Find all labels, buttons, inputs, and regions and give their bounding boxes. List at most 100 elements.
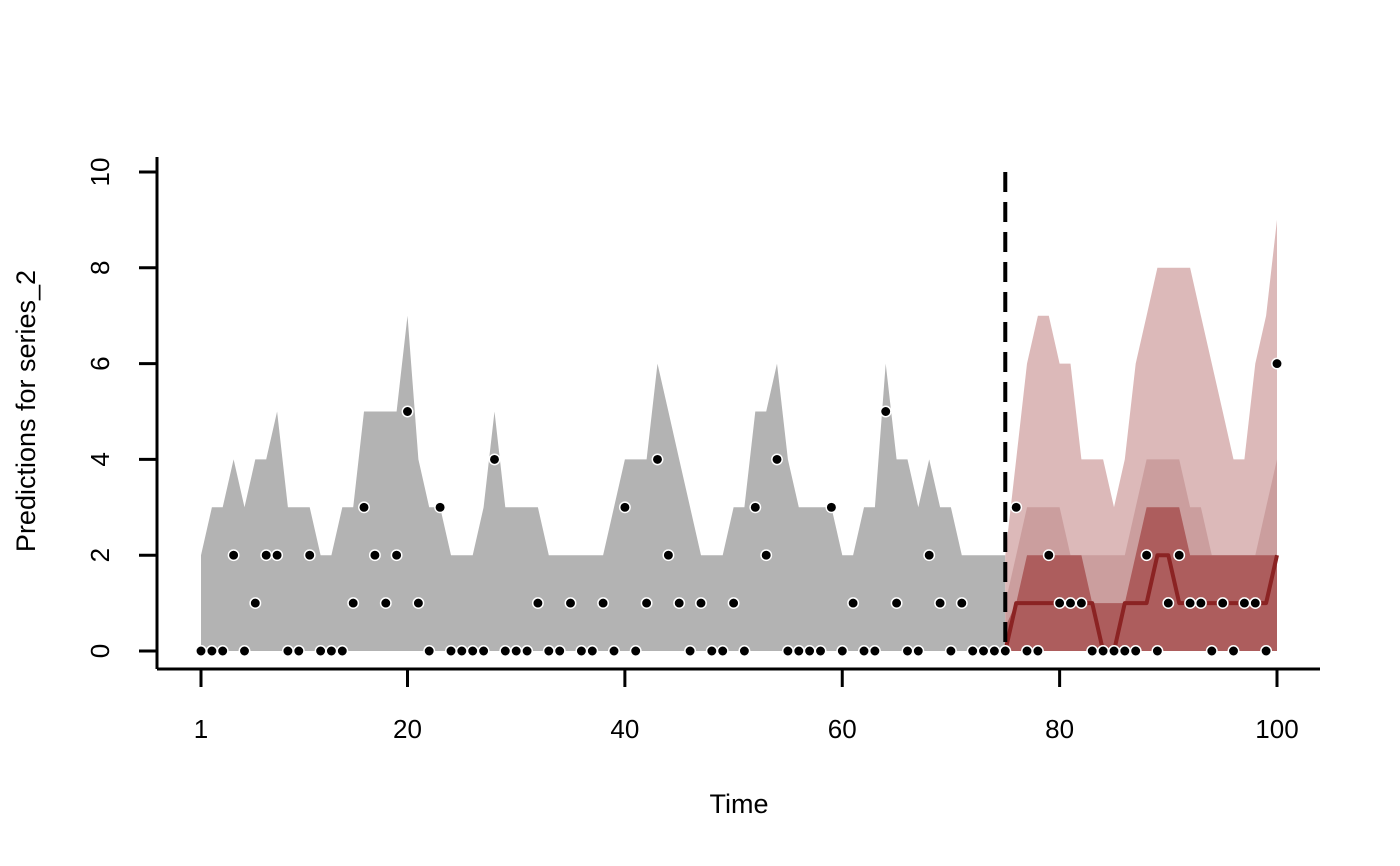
x-axis-title: Time <box>710 789 769 819</box>
observed-point <box>379 597 392 610</box>
observed-point <box>944 645 957 657</box>
x-tick-label: 80 <box>1045 714 1074 744</box>
observed-point <box>531 597 544 610</box>
observed-point <box>249 597 262 610</box>
forecast-band-inner <box>1005 507 1277 651</box>
x-tick-label: 40 <box>610 714 639 744</box>
observed-point <box>205 645 218 657</box>
observed-point <box>260 549 273 562</box>
observed-point <box>781 645 794 657</box>
y-tick-label: 4 <box>85 452 115 466</box>
observed-point <box>738 645 751 657</box>
x-tick-label: 1 <box>194 714 208 744</box>
observed-point <box>325 645 338 657</box>
observed-point <box>760 549 773 562</box>
observed-point <box>1118 645 1131 657</box>
observed-point <box>923 549 936 562</box>
observed-points <box>195 357 1283 657</box>
observed-point <box>292 645 305 657</box>
observed-point <box>553 645 566 657</box>
observed-point <box>445 645 457 657</box>
y-axis-title: Predictions for series_2 <box>11 270 41 552</box>
observed-point <box>1184 597 1197 610</box>
observed-point <box>705 645 718 657</box>
observed-point <box>347 597 360 610</box>
observed-point <box>771 453 783 466</box>
observed-point <box>1140 549 1153 562</box>
observed-point <box>1075 597 1088 610</box>
observed-point <box>999 645 1012 657</box>
observed-point <box>1249 597 1262 610</box>
observed-point <box>281 645 294 657</box>
observed-point <box>1053 597 1066 610</box>
observed-point <box>368 549 381 562</box>
observed-point <box>608 645 620 657</box>
observed-point <box>673 597 686 610</box>
observed-point <box>727 597 740 610</box>
observed-point <box>1108 645 1120 657</box>
observed-point <box>336 645 349 657</box>
observed-point <box>1271 357 1283 370</box>
observed-point <box>1097 645 1110 657</box>
observed-point <box>216 645 229 657</box>
observed-point <box>847 597 860 610</box>
observed-point <box>597 597 610 610</box>
observed-point <box>390 549 403 562</box>
observed-point <box>303 549 316 562</box>
observed-point <box>977 645 990 657</box>
observed-point <box>1216 597 1229 610</box>
observed-point <box>575 645 588 657</box>
observed-point <box>434 501 447 514</box>
observed-point <box>1010 501 1023 514</box>
observed-point <box>423 645 436 657</box>
y-tick-label: 6 <box>85 356 115 370</box>
observed-point <box>1194 597 1207 610</box>
observed-point <box>1238 597 1251 610</box>
observed-point <box>1064 597 1077 610</box>
observed-point <box>314 645 327 657</box>
observed-point <box>955 597 968 610</box>
observed-point <box>966 645 979 657</box>
observed-point <box>792 645 805 657</box>
observed-point <box>466 645 479 657</box>
observed-point <box>1086 645 1099 657</box>
y-tick-label: 2 <box>85 548 115 562</box>
observed-point <box>1151 645 1164 657</box>
bands-layer <box>201 219 1277 651</box>
observed-point <box>1205 645 1218 657</box>
observed-point <box>803 645 816 657</box>
observed-point <box>618 501 631 514</box>
y-tick-label: 0 <box>85 644 115 658</box>
observed-point <box>401 405 414 418</box>
observed-point <box>358 501 370 514</box>
observed-point <box>640 597 653 610</box>
observed-point <box>564 597 577 610</box>
observed-point <box>836 645 849 657</box>
observed-point <box>1227 645 1240 657</box>
axes <box>155 157 1320 671</box>
observed-point <box>412 597 425 610</box>
observed-point <box>749 501 762 514</box>
observed-point <box>912 645 925 657</box>
observed-point <box>825 501 838 514</box>
observed-point <box>988 645 1001 657</box>
observed-point <box>651 453 664 466</box>
observed-point <box>890 597 903 610</box>
observed-point <box>901 645 914 657</box>
observed-point <box>1173 549 1186 562</box>
forecast-median-line <box>1003 553 1279 653</box>
observed-point <box>1021 645 1033 657</box>
observed-point <box>455 645 468 657</box>
observed-point <box>195 645 207 657</box>
observed-point <box>716 645 729 657</box>
observed-point <box>238 645 251 657</box>
observed-point <box>542 645 555 657</box>
observed-point <box>1162 597 1175 610</box>
x-tick-label: 20 <box>393 714 422 744</box>
observed-point <box>271 549 284 562</box>
observed-point <box>662 549 675 562</box>
lines-layer <box>1003 172 1279 653</box>
observed-point <box>1031 645 1044 657</box>
observed-point <box>1260 645 1273 657</box>
